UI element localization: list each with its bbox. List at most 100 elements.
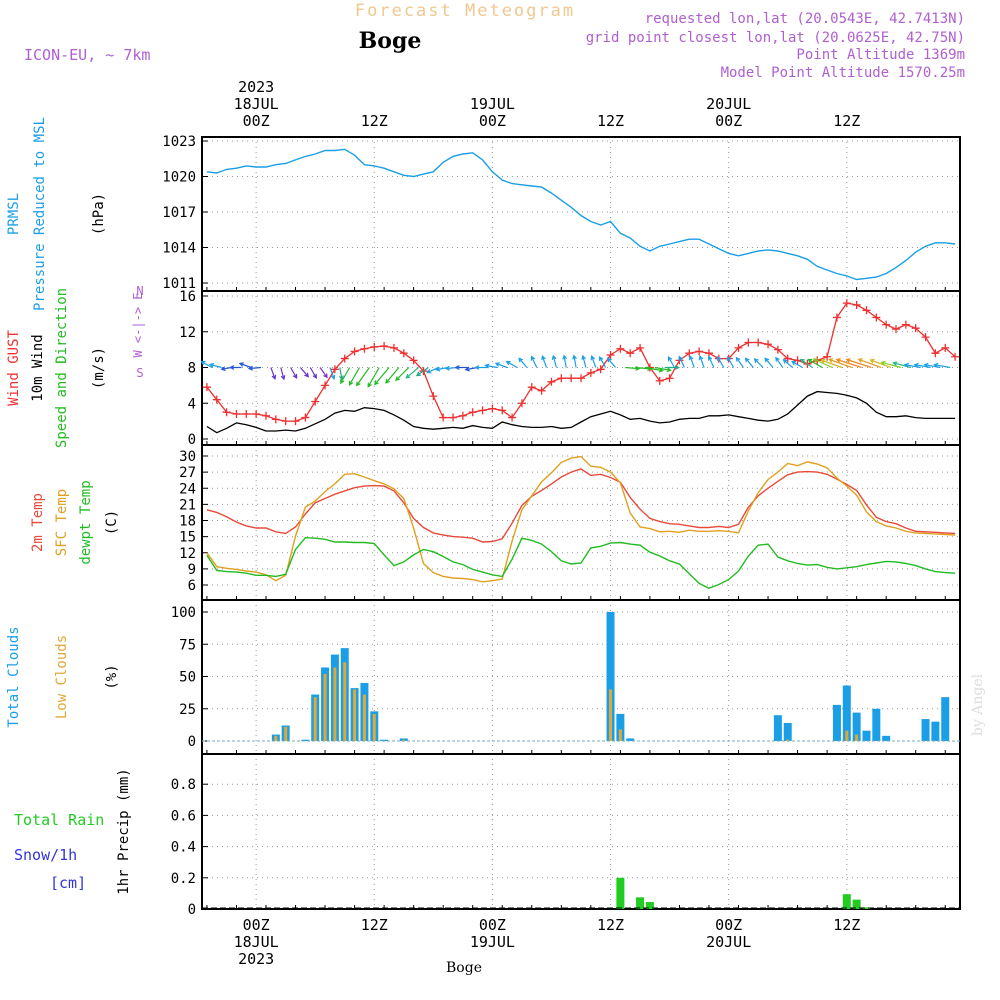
low-clouds-bar <box>333 667 337 741</box>
total-clouds-bar <box>921 719 930 741</box>
precip-ytick-label: 0 <box>188 902 196 918</box>
wind-gust-marker <box>636 343 645 352</box>
compass-n: N <box>136 284 143 298</box>
low-clouds-bar <box>353 689 357 741</box>
total-clouds-bar <box>380 739 389 741</box>
low-clouds-bar <box>618 729 622 741</box>
wind-gust-marker <box>301 413 310 422</box>
wind-arrow <box>518 357 528 368</box>
low-clouds-bar <box>609 689 613 741</box>
total-clouds-bar <box>616 713 625 741</box>
bottom-time-label: 18JUL <box>234 933 279 951</box>
wind-arrow <box>329 367 336 380</box>
wind-arrow <box>857 358 882 369</box>
total-clouds-bar <box>931 721 940 741</box>
wind-gust-marker <box>527 383 536 392</box>
low-clouds-bar <box>372 713 376 741</box>
low-clouds-bar <box>786 739 790 741</box>
wind-gust-marker <box>793 356 802 365</box>
wind-gust-marker <box>389 343 398 352</box>
wind-ytick-label: 8 <box>188 361 196 377</box>
wind-arrow <box>299 367 310 378</box>
wind-arrow <box>385 367 400 384</box>
low-clouds-bar <box>855 734 859 741</box>
temperature-axis-label: SFC Temp <box>54 489 70 556</box>
wind-arrow <box>374 367 390 386</box>
clouds-panel: 100 75 50 25 0 Total Clouds Low Clouds (%) <box>6 599 961 755</box>
wind-gust-marker <box>202 383 211 392</box>
wind-axis-label: 10m Wind <box>30 334 46 401</box>
bottom-time-label: 00Z <box>715 916 742 934</box>
wind-arrow <box>494 362 508 369</box>
wind-arrow <box>753 358 764 368</box>
wind-arrow <box>678 355 685 368</box>
wind-arrow <box>280 367 286 381</box>
low-clouds-bar <box>274 735 278 741</box>
temperature-ytick-label: 9 <box>188 562 196 578</box>
wind-arrow <box>426 366 439 374</box>
low-clouds-bar <box>845 730 849 741</box>
total-clouds-bar <box>301 739 310 741</box>
pressure-ytick-label: 1023 <box>162 134 196 150</box>
wind-gust-marker <box>340 354 349 363</box>
wind-arrow <box>319 367 328 379</box>
temperature-temp2m-line <box>206 468 956 543</box>
wind-compass: W <-|-> E S N <box>131 284 145 380</box>
requested-coords: requested lon,lat (20.0543E, 42.7413N) <box>645 11 965 27</box>
footer-location: Boge <box>446 960 482 976</box>
wind-arrow <box>775 356 784 368</box>
wind-arrow <box>782 358 793 368</box>
rain-bar <box>862 907 871 909</box>
temperature-ytick-label: 12 <box>179 546 196 562</box>
total-clouds-bar <box>842 685 851 741</box>
wind-arrow <box>340 367 351 385</box>
wind-arrow <box>338 367 344 381</box>
wind-gust-marker <box>252 409 261 418</box>
wind-gust-marker <box>517 399 526 408</box>
wind-arrow <box>717 356 725 368</box>
wind-arrow <box>290 367 298 379</box>
temperature-sfc-line <box>206 455 956 583</box>
wind-gust-marker <box>626 349 635 358</box>
wind-gust-marker <box>704 349 713 358</box>
low-clouds-bar <box>284 726 288 741</box>
wind-gust-marker <box>281 417 290 426</box>
bottom-time-label: 12Z <box>361 916 388 934</box>
wind-gust-marker <box>586 368 595 377</box>
wind-arrow <box>698 355 705 368</box>
wind-arrow <box>505 360 518 369</box>
total-clouds-bar <box>626 738 635 741</box>
wind-arrow <box>664 365 680 370</box>
wind-arrow <box>799 358 813 368</box>
wind-gust-marker <box>734 343 743 352</box>
total-clouds-bar <box>872 708 881 741</box>
wind-arrow <box>923 362 941 369</box>
wind-arrow <box>395 367 410 382</box>
wind-gust-marker <box>547 377 556 386</box>
wind-gust-marker <box>409 356 418 365</box>
pressure-ytick-label: 1020 <box>162 170 196 186</box>
low-clouds-bar <box>313 697 317 741</box>
low-clouds-bar <box>362 694 366 741</box>
wind-arrow <box>791 360 803 369</box>
top-time-label: 12Z <box>597 112 624 130</box>
wind-arrow <box>590 355 597 368</box>
wind-gust-marker <box>921 333 930 342</box>
pressure-pressure-line <box>206 148 956 281</box>
wind-gust-marker <box>321 381 330 390</box>
rain-bar <box>616 877 625 909</box>
wind-gust-marker <box>616 344 625 353</box>
wind-arrow <box>598 356 607 368</box>
bottom-time-label: 00Z <box>243 916 270 934</box>
wind-gust-marker <box>764 340 773 349</box>
wind-arrow <box>667 356 676 368</box>
wind-arrow <box>208 362 222 369</box>
clouds-axis-label: Low Clouds <box>54 635 70 719</box>
pressure-ytick-label: 1011 <box>162 276 196 292</box>
wind-gust-marker <box>360 344 369 353</box>
wind-gust-marker <box>508 413 517 422</box>
wind-gust-marker <box>832 313 841 322</box>
precip-panel: 0.8 0.6 0.4 0.2 0 1hr Precip (mm) <box>116 753 961 918</box>
wind-arrow <box>726 356 735 368</box>
wind-arrow <box>474 365 488 370</box>
